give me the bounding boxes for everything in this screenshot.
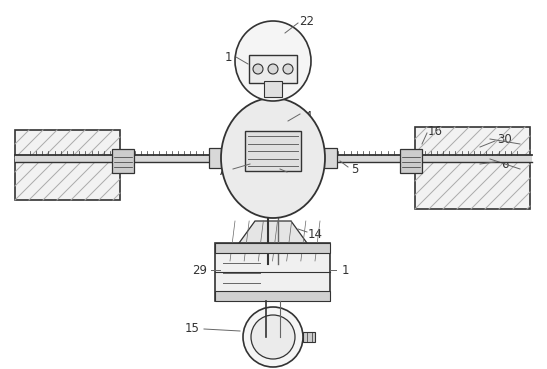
Circle shape <box>283 64 293 74</box>
Text: 16: 16 <box>428 124 443 138</box>
Ellipse shape <box>235 21 311 101</box>
Circle shape <box>268 64 278 74</box>
Text: 30: 30 <box>498 132 513 145</box>
Polygon shape <box>226 221 320 261</box>
Ellipse shape <box>221 98 325 218</box>
Bar <box>264 81 282 97</box>
Bar <box>303 332 315 342</box>
Text: 2: 2 <box>290 168 298 180</box>
Bar <box>323 148 337 168</box>
Bar <box>249 55 297 83</box>
Bar <box>215 291 330 301</box>
Text: 1: 1 <box>224 51 232 63</box>
Bar <box>209 148 223 168</box>
Text: 22: 22 <box>300 14 315 28</box>
Text: 14: 14 <box>307 228 323 241</box>
Text: 5: 5 <box>351 162 359 176</box>
Bar <box>15 130 120 200</box>
Bar <box>415 127 530 209</box>
Circle shape <box>243 307 303 367</box>
Bar <box>215 243 330 301</box>
Bar <box>400 149 422 173</box>
Text: 6: 6 <box>501 158 509 170</box>
Bar <box>112 149 134 173</box>
Circle shape <box>251 315 295 359</box>
Text: A: A <box>220 165 228 177</box>
Bar <box>245 131 301 171</box>
Text: 15: 15 <box>184 323 200 335</box>
Text: 29: 29 <box>193 263 207 276</box>
Circle shape <box>253 64 263 74</box>
Text: 4: 4 <box>304 110 312 123</box>
Bar <box>15 155 532 162</box>
Bar <box>215 243 330 253</box>
Text: 1: 1 <box>341 263 349 276</box>
